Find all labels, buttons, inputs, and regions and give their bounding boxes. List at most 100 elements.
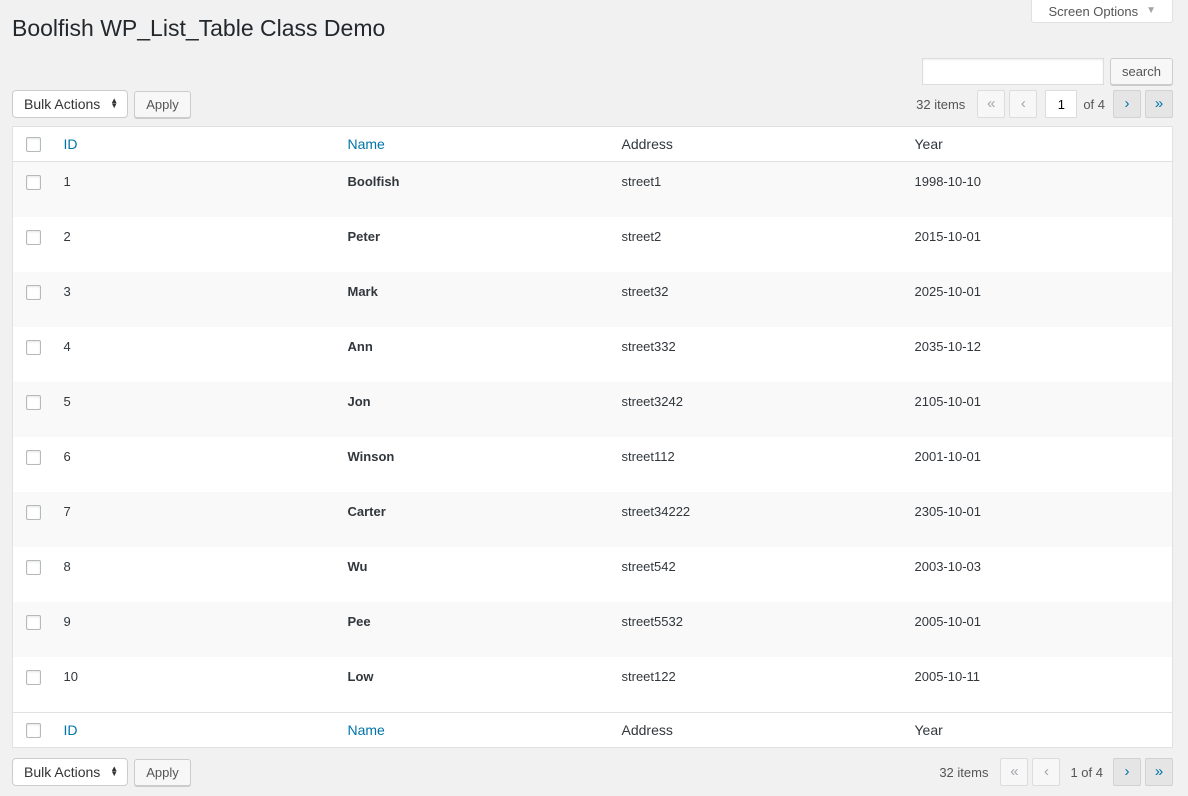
cell-name: Mark <box>347 284 378 299</box>
table-row: 5 Jon street3242 2105-10-01 <box>12 382 1173 437</box>
page-title: Boolfish WP_List_Table Class Demo <box>12 15 386 41</box>
sort-id-link[interactable]: ID <box>63 136 78 152</box>
table-row: 8 Wu street542 2003-10-03 <box>12 547 1173 602</box>
cell-address: street32 <box>621 284 669 299</box>
table-header: ID Name Address Year <box>12 126 1173 162</box>
footer-header-address: Address <box>611 712 905 748</box>
row-checkbox-cell <box>13 657 54 713</box>
bulk-actions-bottom: Bulk Actions ▲ ▼ Apply <box>12 758 191 786</box>
cell-name: Wu <box>347 559 368 574</box>
list-table: ID Name Address Year 1 Boolfish street1 … <box>12 126 1173 748</box>
row-checkbox[interactable] <box>26 174 41 190</box>
next-page-button-bottom[interactable]: › <box>1113 758 1141 786</box>
row-checkbox[interactable] <box>26 449 41 465</box>
select-all-cell-top <box>12 126 54 162</box>
cell-address: street3242 <box>621 394 683 409</box>
next-page-button[interactable]: › <box>1113 90 1141 118</box>
screen-options-label: Screen Options <box>1048 3 1139 19</box>
paging-input-wrap: of 4 <box>1045 90 1105 118</box>
cell-id: 3 <box>63 284 71 299</box>
total-pages-label: of 4 <box>1083 96 1105 112</box>
screen-options-button[interactable]: Screen Options ▼ <box>1031 0 1173 23</box>
first-page-button[interactable]: « <box>977 90 1006 118</box>
cell-name: Winson <box>347 449 395 464</box>
row-checkbox[interactable] <box>26 559 41 575</box>
row-checkbox[interactable] <box>26 284 41 300</box>
table-footer: ID Name Address Year <box>12 712 1173 748</box>
bulk-actions-top: Bulk Actions ▲ ▼ Apply <box>12 90 191 118</box>
footer-header-id: ID <box>53 712 338 748</box>
table-row: 4 Ann street332 2035-10-12 <box>12 327 1173 382</box>
bulk-actions-select[interactable]: Bulk Actions ▲ ▼ <box>12 90 129 118</box>
cell-year: 2005-10-01 <box>914 614 982 629</box>
chevron-down-icon: ▼ <box>1146 5 1156 16</box>
prev-page-button[interactable]: ‹ <box>1009 90 1038 118</box>
cell-id: 4 <box>63 339 71 354</box>
bulk-actions-select-bottom[interactable]: Bulk Actions ▲ ▼ <box>12 758 129 786</box>
cell-name: Carter <box>347 504 386 519</box>
cell-id: 9 <box>63 614 71 629</box>
row-checkbox[interactable] <box>26 394 41 410</box>
row-checkbox-cell <box>13 272 54 327</box>
cell-id: 6 <box>63 449 71 464</box>
table-row: 6 Winson street112 2001-10-01 <box>12 437 1173 492</box>
search-input[interactable] <box>921 57 1104 85</box>
last-page-button[interactable]: » <box>1145 90 1173 118</box>
footer-header-year: Year <box>904 712 1173 748</box>
page-position-label: 1 of 4 <box>1070 764 1103 780</box>
cell-year: 2105-10-01 <box>914 394 982 409</box>
cell-id: 7 <box>63 504 71 519</box>
cell-name: Peter <box>347 229 381 244</box>
table-row: 7 Carter street34222 2305-10-01 <box>12 492 1173 547</box>
apply-button-bottom[interactable]: Apply <box>134 758 191 786</box>
row-checkbox[interactable] <box>26 339 41 355</box>
select-arrows-icon: ▲ ▼ <box>110 764 119 778</box>
row-checkbox-cell <box>13 492 54 547</box>
column-header-id: ID <box>53 126 338 162</box>
cell-year: 2005-10-11 <box>914 669 981 684</box>
cell-name: Pee <box>347 614 371 629</box>
bulk-actions-selected-value: Bulk Actions <box>24 96 101 112</box>
pagination-top: 32 items « ‹ of 4 › » <box>916 90 1173 118</box>
cell-address: street122 <box>621 669 676 684</box>
row-checkbox-cell <box>13 162 54 218</box>
cell-address: street112 <box>621 449 675 464</box>
cell-address: street542 <box>621 559 676 574</box>
column-header-year: Year <box>904 126 1173 162</box>
current-page-input[interactable] <box>1045 90 1078 118</box>
first-page-button-bottom[interactable]: « <box>1000 758 1029 786</box>
footer-header-name: Name <box>337 712 612 748</box>
sort-name-link[interactable]: Name <box>347 136 385 152</box>
cell-id: 2 <box>63 229 71 244</box>
cell-year: 2001-10-01 <box>914 449 982 464</box>
row-checkbox[interactable] <box>26 614 41 630</box>
cell-name: Boolfish <box>347 174 400 189</box>
sort-id-link-bottom[interactable]: ID <box>63 722 78 738</box>
cell-address: street1 <box>621 174 662 189</box>
bulk-actions-selected-value-bottom: Bulk Actions <box>24 764 101 780</box>
select-all-checkbox-bottom[interactable] <box>26 723 41 739</box>
cell-id: 1 <box>63 174 71 189</box>
row-checkbox-cell <box>13 547 54 602</box>
search-button[interactable]: search <box>1109 57 1173 85</box>
row-checkbox[interactable] <box>26 229 41 245</box>
row-checkbox[interactable] <box>26 669 41 685</box>
cell-address: street5532 <box>621 614 683 629</box>
cell-year: 2025-10-01 <box>914 284 982 299</box>
cell-year: 1998-10-10 <box>914 174 982 189</box>
table-row: 2 Peter street2 2015-10-01 <box>12 217 1173 272</box>
sort-name-link-bottom[interactable]: Name <box>347 722 385 738</box>
cell-address: street34222 <box>621 504 691 519</box>
row-checkbox-cell <box>13 327 54 382</box>
select-all-checkbox-top[interactable] <box>26 137 41 153</box>
last-page-button-bottom[interactable]: » <box>1145 758 1173 786</box>
cell-name: Low <box>347 669 374 684</box>
table-body: 1 Boolfish street1 1998-10-10 2 Peter st… <box>12 161 1173 713</box>
search-box: search <box>12 57 1173 85</box>
row-checkbox[interactable] <box>26 504 41 520</box>
prev-page-button-bottom[interactable]: ‹ <box>1032 758 1061 786</box>
cell-id: 10 <box>63 669 78 684</box>
admin-page: Screen Options ▼ Boolfish WP_List_Table … <box>12 0 1173 787</box>
apply-button[interactable]: Apply <box>134 90 191 118</box>
tablenav-bottom: Bulk Actions ▲ ▼ Apply 32 items « ‹ 1 of … <box>12 757 1173 787</box>
